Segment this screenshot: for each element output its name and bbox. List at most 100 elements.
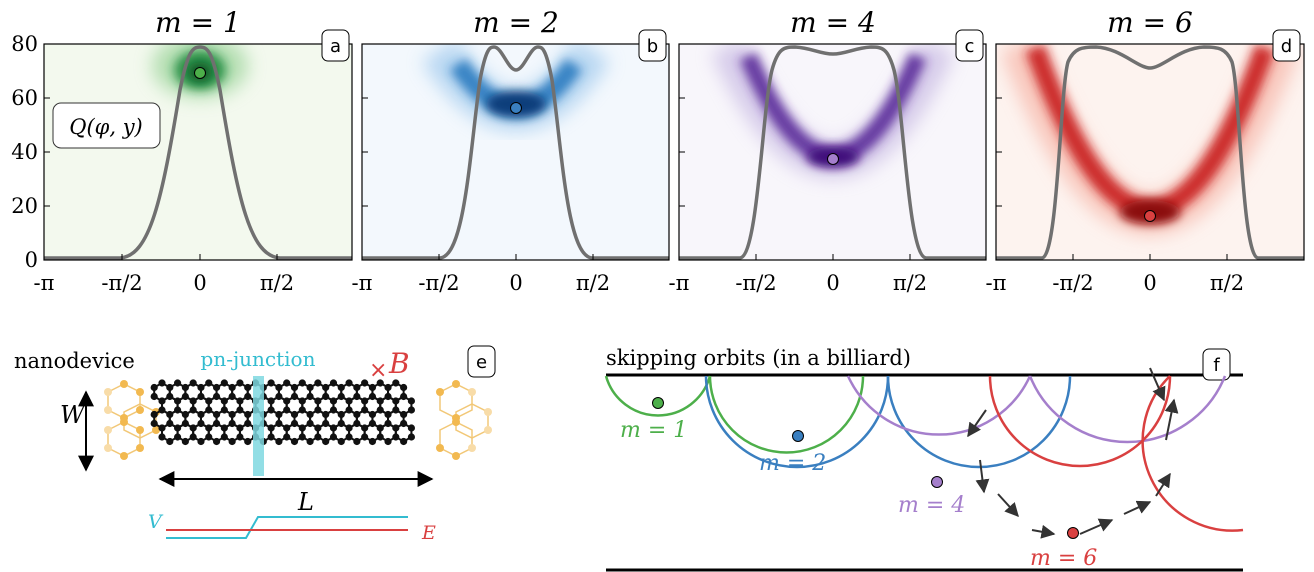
lattice-atom xyxy=(407,406,416,414)
lattice-atom xyxy=(283,397,291,405)
panel-d: d m = 6 xyxy=(995,6,1305,261)
y-tick-label: 40 xyxy=(11,140,38,164)
lattice-atom xyxy=(353,392,361,401)
x-tick-label: -π xyxy=(34,271,55,295)
panel-f: skipping orbits (in a billiard) f xyxy=(604,346,1244,572)
lattice-atom xyxy=(228,392,236,401)
lattice-atom xyxy=(314,406,322,414)
lattice-atom xyxy=(329,406,338,414)
lattice-atom xyxy=(376,433,384,441)
orbit-m2-marker xyxy=(792,430,804,442)
x-tick-label: -π/2 xyxy=(101,271,142,295)
lattice-atom xyxy=(400,419,408,428)
lattice-atom xyxy=(298,379,306,387)
lattice-atom xyxy=(337,410,345,419)
orbit-m6 xyxy=(988,375,1244,532)
lattice-atom xyxy=(407,424,416,432)
lattice-atom xyxy=(361,397,369,405)
lattice-atom xyxy=(275,392,283,401)
lattice-atom xyxy=(236,397,244,405)
orbit-m4-marker xyxy=(931,476,943,488)
lattice-atom xyxy=(267,424,275,432)
lattice-atom xyxy=(166,410,174,419)
lattice-atom xyxy=(275,410,283,419)
lattice-atom xyxy=(181,437,189,446)
lattice-atom xyxy=(384,410,392,419)
orbit-label-m6: m = 6 xyxy=(1030,546,1097,571)
panel-d-curve xyxy=(996,45,1304,260)
x-ticks xyxy=(121,254,1228,260)
orbit-label-m1: m = 1 xyxy=(620,418,687,443)
lattice-atom xyxy=(158,433,166,441)
field-label: B xyxy=(388,347,410,380)
panel-a-marker xyxy=(194,67,206,79)
potential-line xyxy=(166,516,408,539)
lattice-atom xyxy=(314,433,322,441)
lattice-atom xyxy=(244,383,252,392)
y-tick-label: 0 xyxy=(25,248,38,272)
lattice-atom xyxy=(322,410,330,419)
lattice-atom xyxy=(267,397,275,405)
panel-e-letter-box xyxy=(467,345,496,378)
lattice-atom xyxy=(189,397,197,405)
inner-y-ticks xyxy=(362,97,1002,207)
lattice-atom xyxy=(205,424,213,432)
lattice-atom xyxy=(368,410,377,419)
lattice-atom xyxy=(228,410,236,419)
lattice-atom xyxy=(353,437,361,446)
x-tick-label: 0 xyxy=(1143,271,1156,295)
lattice-atom xyxy=(407,397,416,405)
lattice-atom xyxy=(244,392,252,401)
lattice-atom xyxy=(353,410,361,419)
lattice-atom xyxy=(290,437,299,446)
lattice-atom xyxy=(197,392,205,401)
lattice-atom xyxy=(212,392,221,401)
panel-c-title: m = 4 xyxy=(790,6,876,39)
lattice-atom xyxy=(181,392,189,401)
orbit-m1-marker xyxy=(652,397,664,409)
lattice-atom xyxy=(392,397,400,405)
pn-junction-label: pn-junction xyxy=(201,347,316,371)
x-tick-label: -π xyxy=(352,271,373,295)
panel-e-letter: e xyxy=(476,352,487,373)
lattice-atom xyxy=(314,424,322,432)
orbit-m6-marker xyxy=(1067,527,1079,539)
lattice-atom xyxy=(283,406,291,414)
panel-b-letter-box xyxy=(638,29,667,62)
lattice-atom xyxy=(290,419,299,428)
nanodevice-label: nanodevice xyxy=(14,349,135,373)
panel-c-marker xyxy=(827,153,839,165)
x-tick-label: 0 xyxy=(193,271,206,295)
lattice-atom xyxy=(384,437,392,446)
lattice-atom xyxy=(283,379,291,387)
lattice-atom xyxy=(205,433,213,441)
width-label: W xyxy=(60,401,87,429)
lattice-atom xyxy=(400,437,408,446)
lattice-atom xyxy=(384,419,392,428)
lattice-atom xyxy=(353,383,361,392)
lattice-atom xyxy=(407,433,416,441)
lattice-atom xyxy=(306,392,314,401)
x-tick-label: -π xyxy=(669,271,690,295)
lattice-atom xyxy=(298,397,306,405)
lattice-atom xyxy=(306,410,314,419)
panel-c: c m = 4 xyxy=(678,6,987,261)
lattice-atom xyxy=(392,406,400,414)
x-tick-label: π/2 xyxy=(1210,271,1244,295)
y-tick-label: 60 xyxy=(11,86,38,110)
lattice-atom xyxy=(189,433,197,441)
panel-a-curve xyxy=(44,45,352,260)
lattice-atom xyxy=(197,410,205,419)
lattice-atom xyxy=(361,433,369,441)
lattice-atom xyxy=(337,383,345,392)
lattice-atom xyxy=(212,437,221,446)
lattice-atom xyxy=(267,379,275,387)
lattice-atom xyxy=(267,433,275,441)
lattice-atom xyxy=(267,406,275,414)
lattice-atom xyxy=(361,424,369,432)
lattice-atom xyxy=(322,437,330,446)
lattice-atom xyxy=(306,419,314,428)
lattice-atom xyxy=(236,406,244,414)
lattice-atom xyxy=(197,383,205,392)
